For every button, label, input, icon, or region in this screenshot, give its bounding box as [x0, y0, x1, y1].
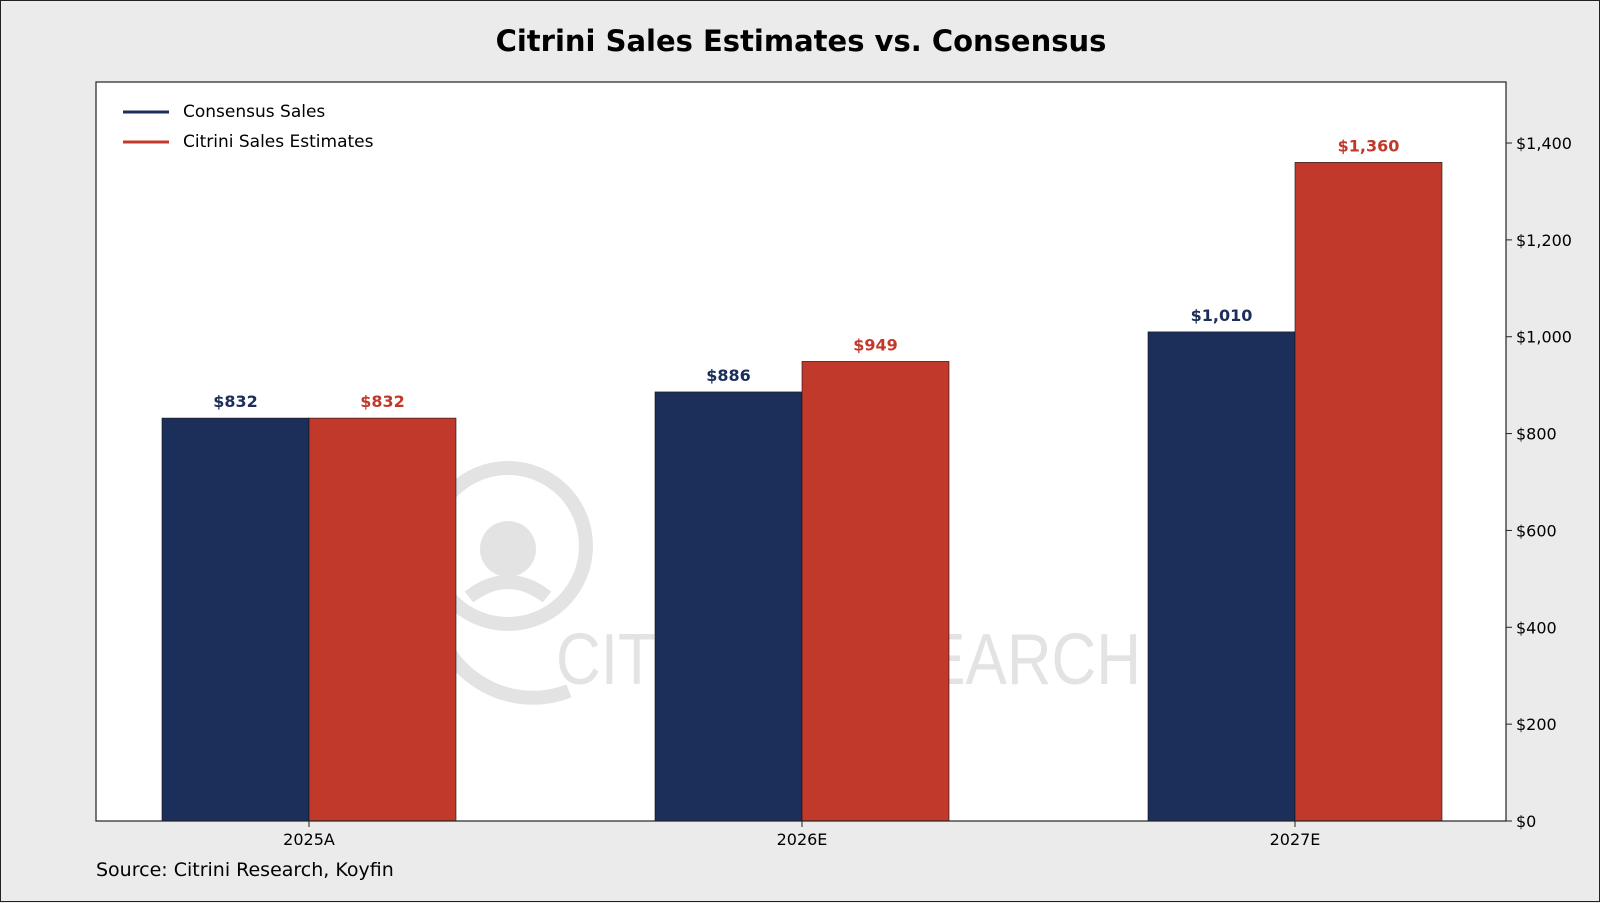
data-label-consensus-2025A: $832: [213, 392, 258, 411]
y-tick-label-0: $0: [1516, 812, 1536, 831]
bar-consensus-2026E: [654, 391, 803, 822]
y-tick-label-400: $400: [1516, 618, 1557, 637]
data-label-citrini-2026E: $949: [853, 335, 898, 354]
y-tick-label-600: $600: [1516, 521, 1557, 540]
bar-consensus-2025A: [161, 417, 310, 822]
y-tick-label-1400: $1,400: [1516, 134, 1572, 153]
y-tick-label-1000: $1,000: [1516, 328, 1572, 347]
x-tick-label-2027E: 2027E: [1270, 830, 1321, 849]
data-label-citrini-2025A: $832: [360, 392, 405, 411]
x-tick-label-2025A: 2025A: [283, 830, 335, 849]
legend-label-consensus: Consensus Sales: [183, 102, 325, 122]
data-label-consensus-2026E: $886: [706, 366, 751, 385]
plot-border: [95, 81, 1507, 822]
data-label-consensus-2027E: $1,010: [1191, 306, 1253, 325]
legend-label-citrini: Citrini Sales Estimates: [183, 132, 374, 152]
y-tick-label-1200: $1,200: [1516, 231, 1572, 250]
data-labels-group: $832 $832 $886 $949 $1,010 $1,360: [213, 136, 1399, 411]
bars-group: [161, 162, 1443, 822]
bar-citrini-2027E: [1294, 162, 1443, 822]
legend: Consensus Sales Citrini Sales Estimates: [123, 102, 374, 152]
source-note: Source: Citrini Research, Koyfin: [96, 859, 394, 881]
x-tick-label-2026E: 2026E: [777, 830, 828, 849]
bar-consensus-2027E: [1147, 331, 1296, 822]
y-axis: $0 $200 $400 $600 $800 $1,000 $1,200 $1,400: [1506, 134, 1572, 831]
bar-citrini-2026E: [801, 361, 950, 822]
x-axis: 2025A 2026E 2027E: [283, 821, 1320, 849]
data-label-citrini-2027E: $1,360: [1338, 136, 1400, 155]
y-tick-label-800: $800: [1516, 425, 1557, 444]
chart-title: Citrini Sales Estimates vs. Consensus: [496, 24, 1107, 58]
y-tick-label-200: $200: [1516, 715, 1557, 734]
bar-citrini-2025A: [308, 417, 457, 822]
